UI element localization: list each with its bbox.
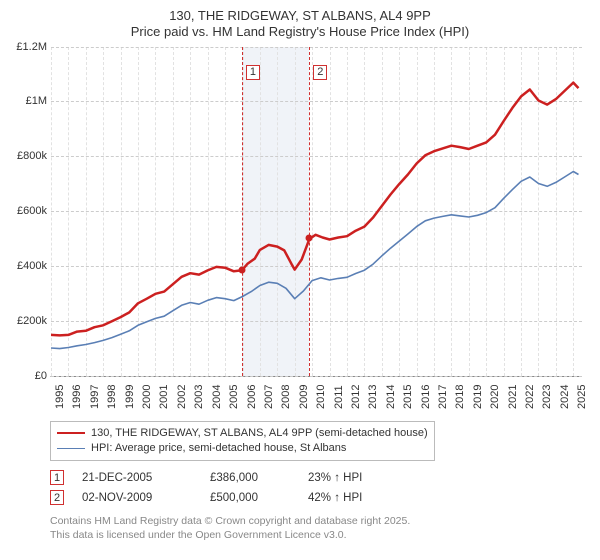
legend-item: 130, THE RIDGEWAY, ST ALBANS, AL4 9PP (s… [57, 426, 428, 441]
sale-annotations: 1 21-DEC-2005 £386,000 23% ↑ HPI 2 02-NOV-200… [50, 465, 588, 510]
chart-x-axis: 1995 1996 1997 1998 1999 2000 2001 2002 2003 2004… [50, 377, 582, 415]
sale-row-price: £500,000 [210, 492, 290, 504]
chart-x-tick-label: 2022 [524, 384, 536, 408]
chart-container: 130, THE RIDGEWAY, ST ALBANS, AL4 9PP Pr… [0, 0, 600, 560]
chart-x-tick-label: 2012 [350, 384, 362, 408]
chart-x-tick-label: 1997 [89, 384, 101, 408]
chart-x-tick-label: 1999 [124, 384, 136, 408]
legend-label: 130, THE RIDGEWAY, ST ALBANS, AL4 9PP (s… [91, 426, 428, 441]
chart-x-tick-label: 1995 [54, 384, 66, 408]
legend-item: HPI: Average price, semi-detached house,… [57, 441, 428, 456]
chart-footer: Contains HM Land Registry data © Crown c… [50, 514, 588, 542]
sale-row-date: 02-NOV-2009 [82, 492, 192, 504]
chart-x-tick-label: 2011 [333, 385, 345, 409]
chart-plot-area: £0£200k£400k£600k£800k£1M£1.2M12 [50, 47, 582, 377]
chart-x-tick-label: 2008 [280, 384, 292, 408]
chart-x-tick-label: 2003 [193, 384, 205, 408]
sale-row-badge: 1 [50, 470, 64, 485]
legend-label: HPI: Average price, semi-detached house,… [91, 441, 346, 456]
chart-x-tick-label: 2017 [437, 384, 449, 408]
chart-x-tick-label: 2019 [472, 384, 484, 408]
chart-legend: 130, THE RIDGEWAY, ST ALBANS, AL4 9PP (s… [50, 421, 435, 462]
chart-y-tick-label: £400k [11, 260, 47, 272]
chart-x-tick-label: 2024 [559, 384, 571, 408]
title-subtitle: Price paid vs. HM Land Registry's House … [12, 24, 588, 40]
chart-y-tick-label: £200k [11, 315, 47, 327]
title-block: 130, THE RIDGEWAY, ST ALBANS, AL4 9PP Pr… [12, 8, 588, 41]
chart-x-tick-label: 2000 [141, 384, 153, 408]
chart-x-tick-label: 2021 [507, 384, 519, 408]
chart-y-tick-label: £600k [11, 205, 47, 217]
chart-x-tick-label: 2025 [576, 384, 588, 408]
chart-y-tick-label: £1.2M [11, 41, 47, 53]
chart-y-tick-label: £800k [11, 150, 47, 162]
chart-x-tick-label: 2002 [176, 384, 188, 408]
chart-y-tick-label: £0 [11, 370, 47, 382]
chart-x-tick-label: 2020 [489, 384, 501, 408]
chart-x-tick-label: 1996 [71, 384, 83, 408]
chart-x-tick-label: 2006 [246, 384, 258, 408]
footer-copyright: Contains HM Land Registry data © Crown c… [50, 514, 588, 528]
chart-y-tick-label: £1M [11, 95, 47, 107]
sale-row: 1 21-DEC-2005 £386,000 23% ↑ HPI [50, 470, 588, 485]
sale-row-date: 21-DEC-2005 [82, 472, 192, 484]
legend-swatch [57, 448, 85, 449]
chart-series-svg [51, 47, 582, 376]
chart-x-tick-label: 2005 [228, 384, 240, 408]
chart-x-tick-label: 2010 [315, 384, 327, 408]
sale-row-delta: 42% ↑ HPI [308, 492, 362, 504]
chart-x-tick-label: 2013 [367, 384, 379, 408]
legend-swatch [57, 432, 85, 434]
chart-x-tick-label: 2015 [402, 384, 414, 408]
series-hpi-line [51, 171, 579, 348]
series-property-line [51, 82, 579, 335]
sale-row-badge: 2 [50, 490, 64, 505]
chart-x-tick-label: 2004 [211, 384, 223, 408]
sale-row-price: £386,000 [210, 472, 290, 484]
chart-x-tick-label: 2001 [158, 384, 170, 408]
footer-licence: This data is licensed under the Open Gov… [50, 528, 588, 542]
sale-row-delta: 23% ↑ HPI [308, 472, 362, 484]
chart-x-tick-label: 2023 [541, 384, 553, 408]
chart-x-tick-label: 2009 [298, 384, 310, 408]
title-address: 130, THE RIDGEWAY, ST ALBANS, AL4 9PP [12, 8, 588, 24]
chart-x-tick-label: 2007 [263, 384, 275, 408]
chart-x-tick-label: 2018 [454, 384, 466, 408]
chart-x-tick-label: 1998 [106, 384, 118, 408]
sale-row: 2 02-NOV-2009 £500,000 42% ↑ HPI [50, 490, 588, 505]
chart-x-tick-label: 2016 [420, 384, 432, 408]
chart-x-tick-label: 2014 [385, 384, 397, 408]
